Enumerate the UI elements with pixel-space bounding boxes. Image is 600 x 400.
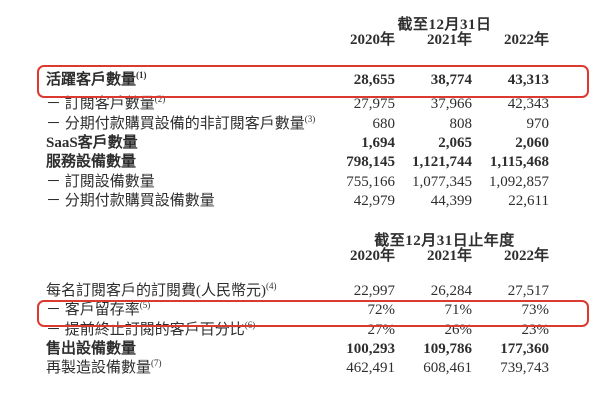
year-column-header: 2020年 — [349, 248, 395, 265]
table-row: 服務設備數量 798,145 1,121,744 1,115,468 — [0, 153, 600, 172]
table2-rows: 每名訂閱客戶的訂閱費(人民幣元)(4) 22,997 26,284 27,517 － 客… — [0, 282, 600, 378]
value-cell: 71% — [444, 302, 473, 319]
table1-period-header: 截至12月31日 — [397, 17, 492, 33]
value-cell: 798,145 — [346, 154, 395, 171]
value-cell: 37,966 — [430, 96, 472, 113]
row-label: 再製造設備數量(7) — [46, 358, 162, 377]
value-cell: 808 — [449, 115, 473, 132]
value-cell: 970 — [526, 115, 550, 132]
value-cell: 72% — [367, 302, 396, 319]
row-label: SaaS客戶數量 — [46, 135, 138, 152]
footnote-ref: (3) — [304, 113, 316, 124]
value-cell: 1,694 — [361, 135, 395, 152]
value-cell: 1,092,857 — [489, 173, 549, 190]
table-row: SaaS客戶數量 1,694 2,065 2,060 — [0, 134, 600, 153]
row-label: － 提前終止訂閱的客戶百分比(6) — [46, 319, 256, 338]
table-row: 售出設備數量 100,293 109,786 177,360 — [0, 340, 600, 359]
value-cell: 462,491 — [346, 360, 395, 377]
footnote-ref: (2) — [154, 94, 166, 105]
value-cell: 26,284 — [430, 283, 472, 300]
value-cell: 23% — [521, 321, 550, 338]
value-cell: 28,655 — [353, 72, 395, 89]
row-label: 活躍客戶數量(1) — [46, 70, 147, 89]
value-cell: 100,293 — [346, 341, 395, 358]
table1-rows: 活躍客戶數量(1) 28,655 38,774 43,313 － 訂閱客戶數量(2) 27… — [0, 71, 600, 211]
value-cell: 2,060 — [515, 135, 549, 152]
table-row: 活躍客戶數量(1) 28,655 38,774 43,313 — [0, 71, 600, 90]
row-label: 每名訂閱客戶的訂閱費(人民幣元)(4) — [46, 281, 277, 300]
row-label: － 訂閱客戶數量(2) — [46, 94, 166, 113]
value-cell: 1,115,468 — [489, 154, 549, 171]
footnote-ref: (5) — [139, 300, 151, 311]
row-label: 售出設備數量 — [46, 341, 137, 358]
value-cell: 22,611 — [508, 192, 549, 209]
table-row: － 客戶留存率(5) 72% 71% 73% — [0, 301, 600, 320]
row-label: － 分期付款購買設備數量 — [46, 192, 215, 209]
table-row: － 分期付款購買設備數量 42,979 44,399 22,611 — [0, 192, 600, 211]
row-label: － 分期付款購買設備的非訂閱客戶數量(3) — [46, 113, 316, 132]
value-cell: 43,313 — [507, 72, 549, 89]
row-label: － 訂閱設備數量 — [46, 173, 155, 190]
value-cell: 680 — [372, 115, 396, 132]
value-cell: 73% — [521, 302, 550, 319]
table-row: － 提前終止訂閱的客戶百分比(6) 27% 26% 23% — [0, 319, 600, 340]
footnote-ref: (7) — [151, 358, 162, 369]
value-cell: 1,077,345 — [412, 173, 472, 190]
value-cell: 2,065 — [438, 135, 472, 152]
value-cell: 755,166 — [346, 173, 395, 190]
footnote-ref: (4) — [266, 281, 277, 292]
year-column-header: 2022年 — [503, 248, 549, 265]
year-column-header: 2020年 — [349, 32, 395, 49]
value-cell: 608,461 — [423, 360, 472, 377]
year-column-header: 2021年 — [426, 248, 472, 265]
value-cell: 42,979 — [353, 192, 395, 209]
table-row: 每名訂閱客戶的訂閱費(人民幣元)(4) 22,997 26,284 27,517 — [0, 282, 600, 301]
value-cell: 42,343 — [507, 96, 549, 113]
row-label: 服務設備數量 — [46, 154, 137, 171]
value-cell: 739,743 — [500, 360, 549, 377]
value-cell: 44,399 — [430, 192, 472, 209]
footnote-ref: (1) — [136, 70, 147, 81]
row-label: － 客戶留存率(5) — [46, 300, 151, 319]
year-column-header: 2022年 — [503, 32, 549, 49]
table-row: － 分期付款購買設備的非訂閱客戶數量(3) 680 808 970 — [0, 113, 600, 134]
table1-years-row: 2020年 2021年 2022年 — [0, 31, 600, 50]
value-cell: 109,786 — [423, 341, 472, 358]
value-cell: 177,360 — [500, 341, 549, 358]
value-cell: 27,975 — [353, 96, 395, 113]
table2-period-header: 截至12月31日止年度 — [374, 233, 515, 249]
value-cell: 38,774 — [430, 72, 472, 89]
value-cell: 26% — [444, 321, 473, 338]
table-row: － 訂閱客戶數量(2) 27,975 37,966 42,343 — [0, 95, 600, 114]
value-cell: 1,121,744 — [412, 154, 472, 171]
value-cell: 27,517 — [507, 283, 549, 300]
value-cell: 27% — [367, 321, 396, 338]
value-cell: 22,997 — [353, 283, 395, 300]
table2-years-row: 2020年 2021年 2022年 — [0, 247, 600, 266]
footnote-ref: (6) — [244, 319, 256, 330]
year-column-header: 2021年 — [426, 32, 472, 49]
table-row: 再製造設備數量(7) 462,491 608,461 739,743 — [0, 359, 600, 378]
table-row: － 訂閱設備數量 755,166 1,077,345 1,092,857 — [0, 172, 600, 191]
